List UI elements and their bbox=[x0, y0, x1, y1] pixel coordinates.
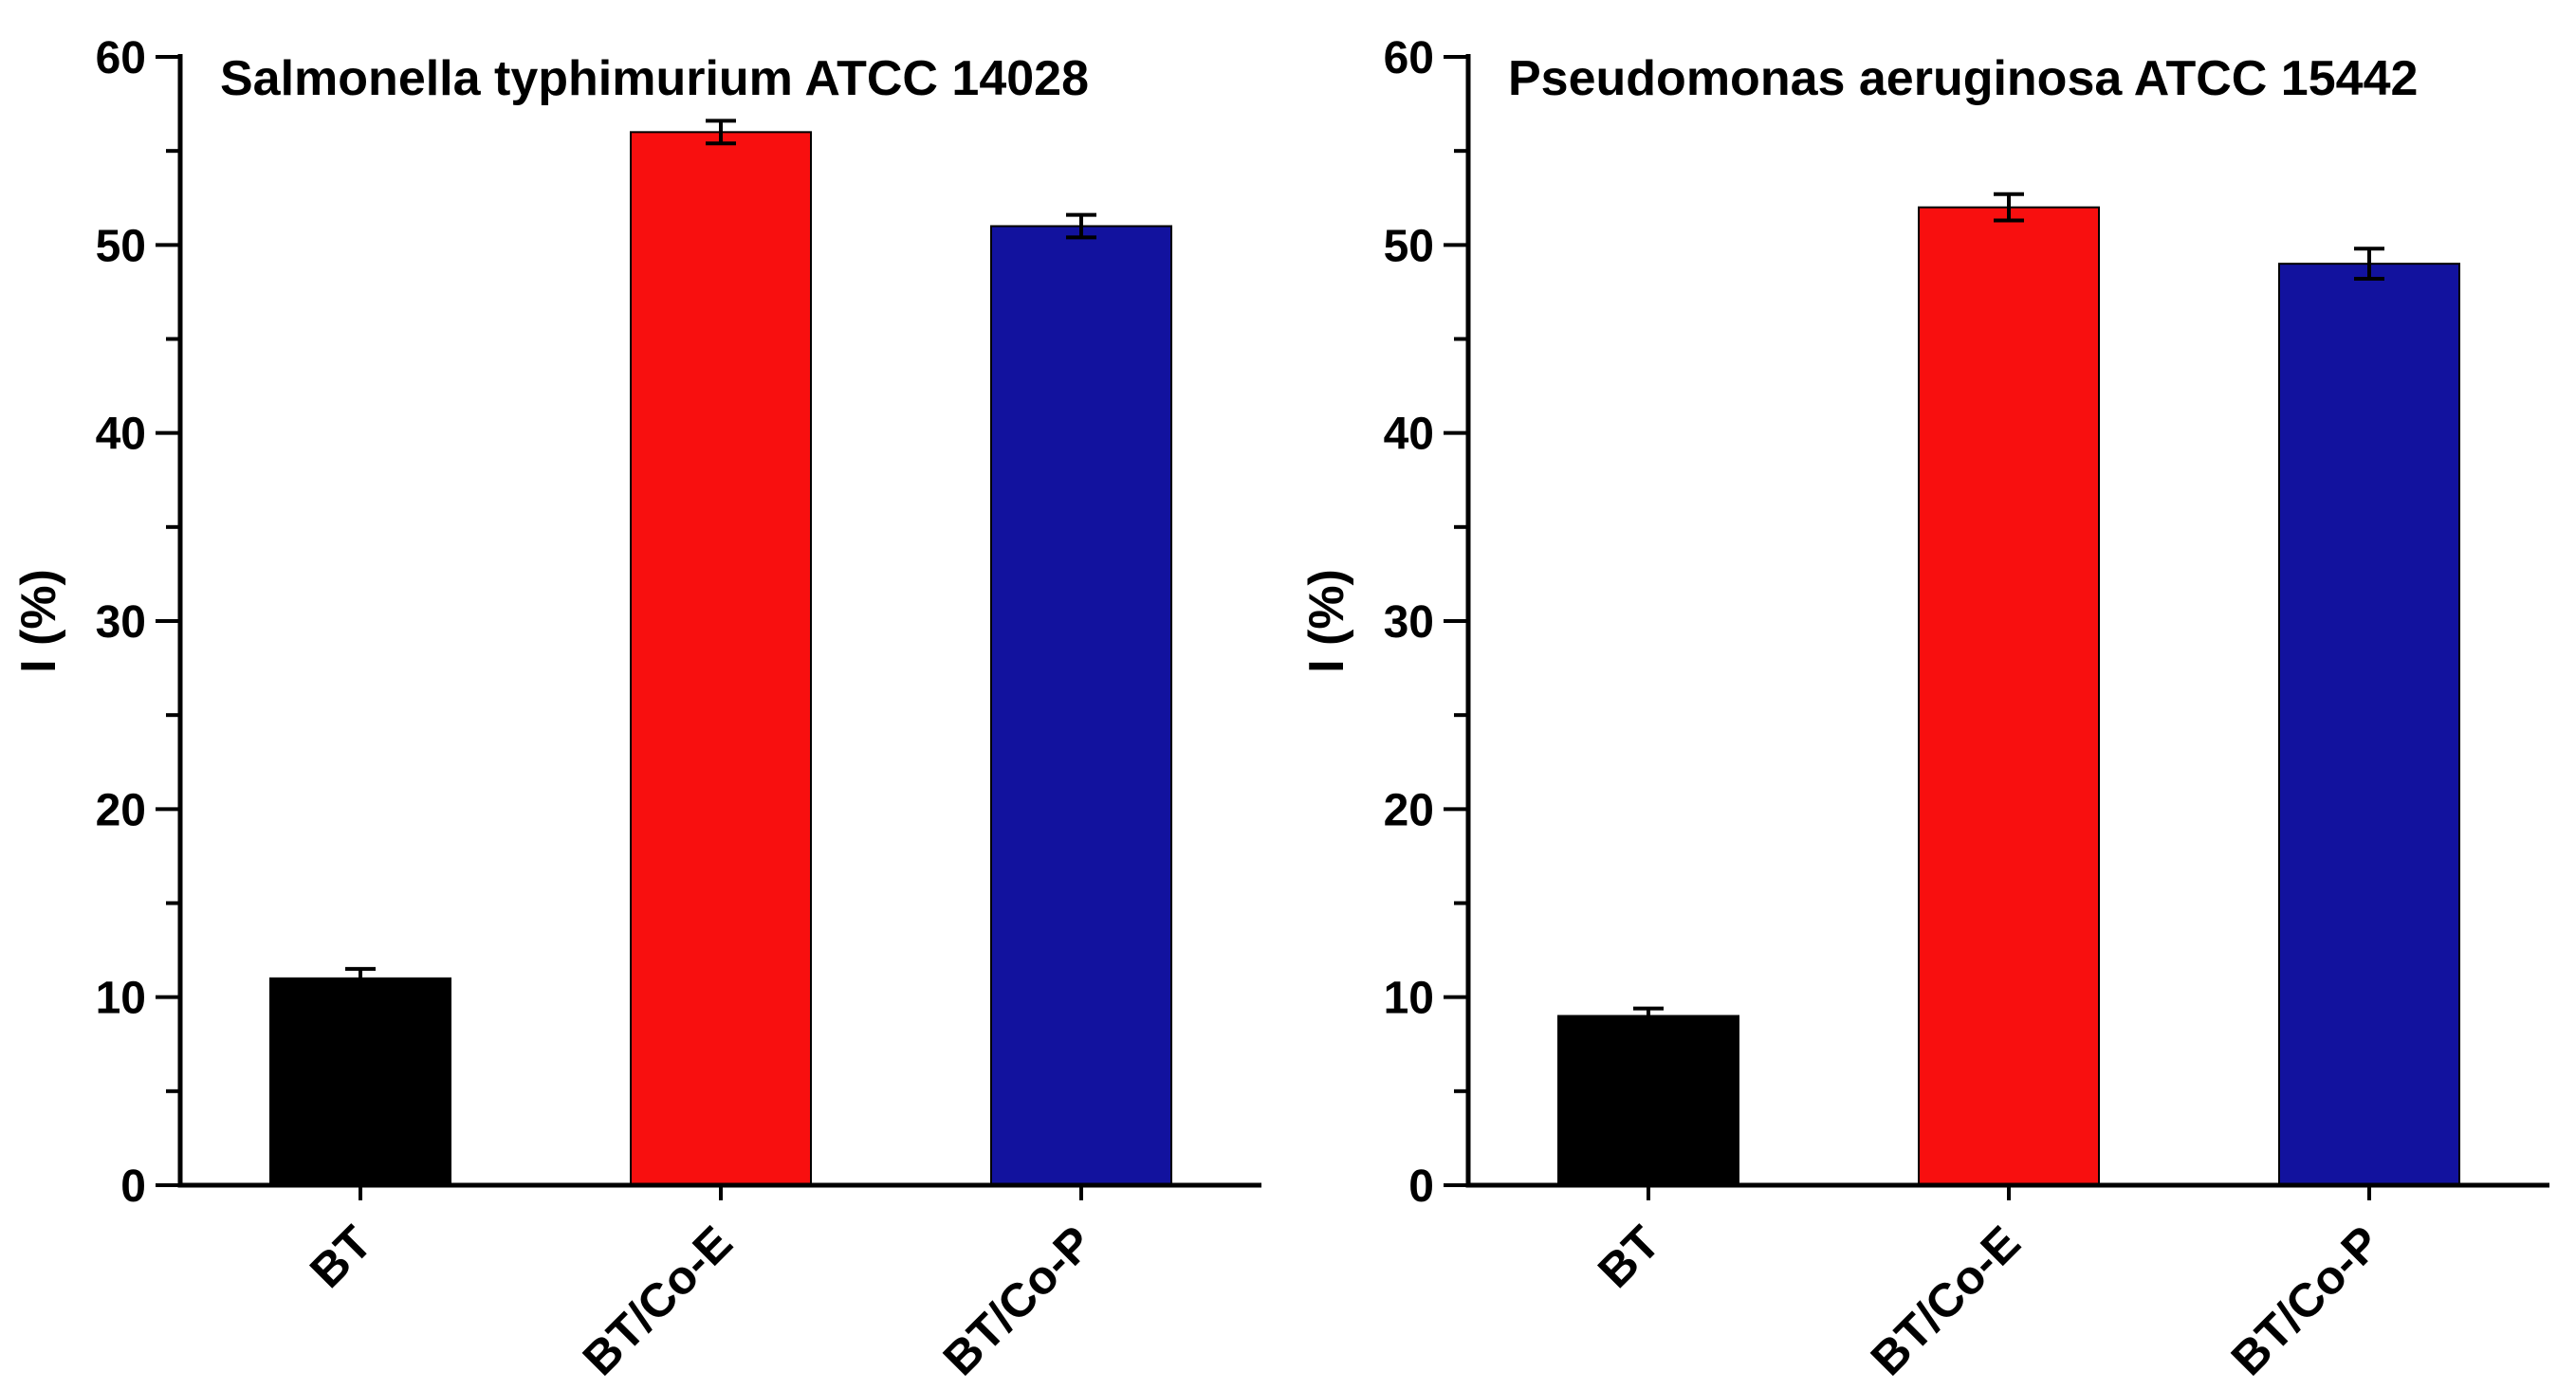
y-tick-label: 50 bbox=[1384, 221, 1434, 271]
x-tick-label: BT/Co-E bbox=[1861, 1216, 2031, 1385]
chart-title: Pseudomonas aeruginosa ATCC 15442 bbox=[1508, 51, 2418, 106]
y-tick-label: 50 bbox=[96, 221, 146, 271]
bar-BT/Co-E bbox=[630, 131, 812, 1186]
y-tick-label: 0 bbox=[1408, 1161, 1434, 1212]
chart-svg: BT BT/Co-E BT/Co-P 0 10 20 30 40 50 60 Salmonella … bbox=[11, 33, 1261, 1385]
x-tick-label: BT/Co-E bbox=[573, 1216, 743, 1385]
y-tick-label: 10 bbox=[96, 974, 146, 1024]
x-tick-label: BT/Co-P bbox=[933, 1216, 1103, 1385]
x-tick-label: BT bbox=[1588, 1216, 1670, 1298]
chart-panel-salmonella: BT BT/Co-E BT/Co-P 0 10 20 30 40 50 60 Salmonella … bbox=[11, 33, 1261, 1385]
bar-BT bbox=[1557, 1015, 1739, 1186]
y-axis-title: I (%) bbox=[1299, 569, 1354, 673]
y-tick-label: 60 bbox=[96, 33, 146, 83]
chart-panel-pseudomonas: BT BT/Co-E BT/Co-P 0 10 20 30 40 50 60 Pseudomonas… bbox=[1288, 0, 2576, 1390]
y-tick-label: 0 bbox=[120, 1161, 146, 1212]
x-tick-label: BT/Co-P bbox=[2221, 1216, 2391, 1385]
y-tick-label: 20 bbox=[1384, 785, 1434, 835]
chart-svg: BT BT/Co-E BT/Co-P 0 10 20 30 40 50 60 Pseudomonas… bbox=[1299, 33, 2549, 1385]
y-tick-label: 20 bbox=[96, 785, 146, 835]
chart-title: Salmonella typhimurium ATCC 14028 bbox=[220, 51, 1089, 106]
y-tick-label: 30 bbox=[96, 597, 146, 648]
x-tick-label: BT bbox=[300, 1216, 382, 1298]
y-tick-label: 10 bbox=[1384, 974, 1434, 1024]
bar-BT/Co-P bbox=[990, 225, 1172, 1186]
bar-BT/Co-E bbox=[1918, 206, 2100, 1187]
bar-BT/Co-P bbox=[2278, 263, 2460, 1186]
y-tick-label: 30 bbox=[1384, 597, 1434, 648]
bar-BT bbox=[269, 977, 451, 1187]
y-tick-label: 40 bbox=[1384, 410, 1434, 460]
y-tick-label: 60 bbox=[1384, 33, 1434, 83]
y-tick-label: 40 bbox=[96, 410, 146, 460]
y-axis-title: I (%) bbox=[11, 569, 66, 673]
